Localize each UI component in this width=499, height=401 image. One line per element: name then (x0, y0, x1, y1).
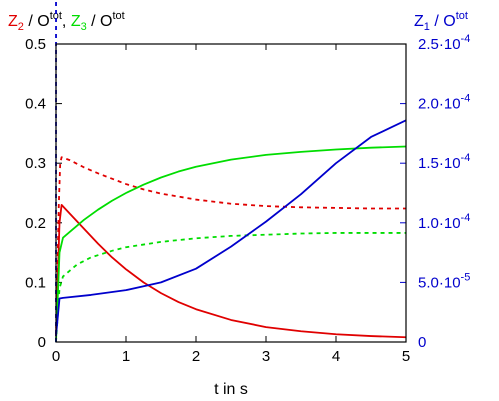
y-left-tick-label: 0.1 (25, 274, 46, 291)
series-line-5 (55, 119, 407, 337)
y-right-tick-label: 2.0·10-4 (418, 93, 470, 113)
y-left-tick-label: 0.3 (25, 155, 46, 172)
x-tick-label: 1 (122, 348, 130, 365)
x-tick-label: 2 (192, 348, 200, 365)
y-right-tick-label: 1.5·10-4 (418, 152, 470, 172)
y-left-tick-label: 0.5 (25, 36, 46, 53)
x-axis-label: t in s (214, 381, 248, 398)
y-right-tick-label: 2.5·10-4 (418, 33, 470, 53)
y-left-tick-label: 0.2 (25, 215, 46, 232)
series-line-2 (55, 156, 406, 337)
y-right-tick-label: 0 (418, 334, 426, 351)
series-line-6 (55, 0, 57, 343)
x-tick-label: 0 (52, 348, 60, 365)
series-line-1 (55, 204, 407, 339)
plot-frame (55, 43, 407, 343)
right-axis-title: Z1 / Otot (414, 10, 468, 33)
x-tick-label: 4 (332, 348, 340, 365)
left-axis-title: Z2 / Otot, Z3 / Otot (8, 10, 125, 33)
x-tick-label: 5 (402, 348, 410, 365)
x-tick-label: 3 (262, 348, 270, 365)
y-right-tick-label: 1.0·10-4 (418, 212, 470, 232)
y-left-tick-label: 0.4 (25, 96, 46, 113)
y-left-tick-label: 0 (38, 334, 46, 351)
series-line-3 (55, 145, 407, 343)
series-line-4 (55, 232, 406, 343)
y-right-tick-label: 5.0·10-5 (418, 271, 470, 291)
